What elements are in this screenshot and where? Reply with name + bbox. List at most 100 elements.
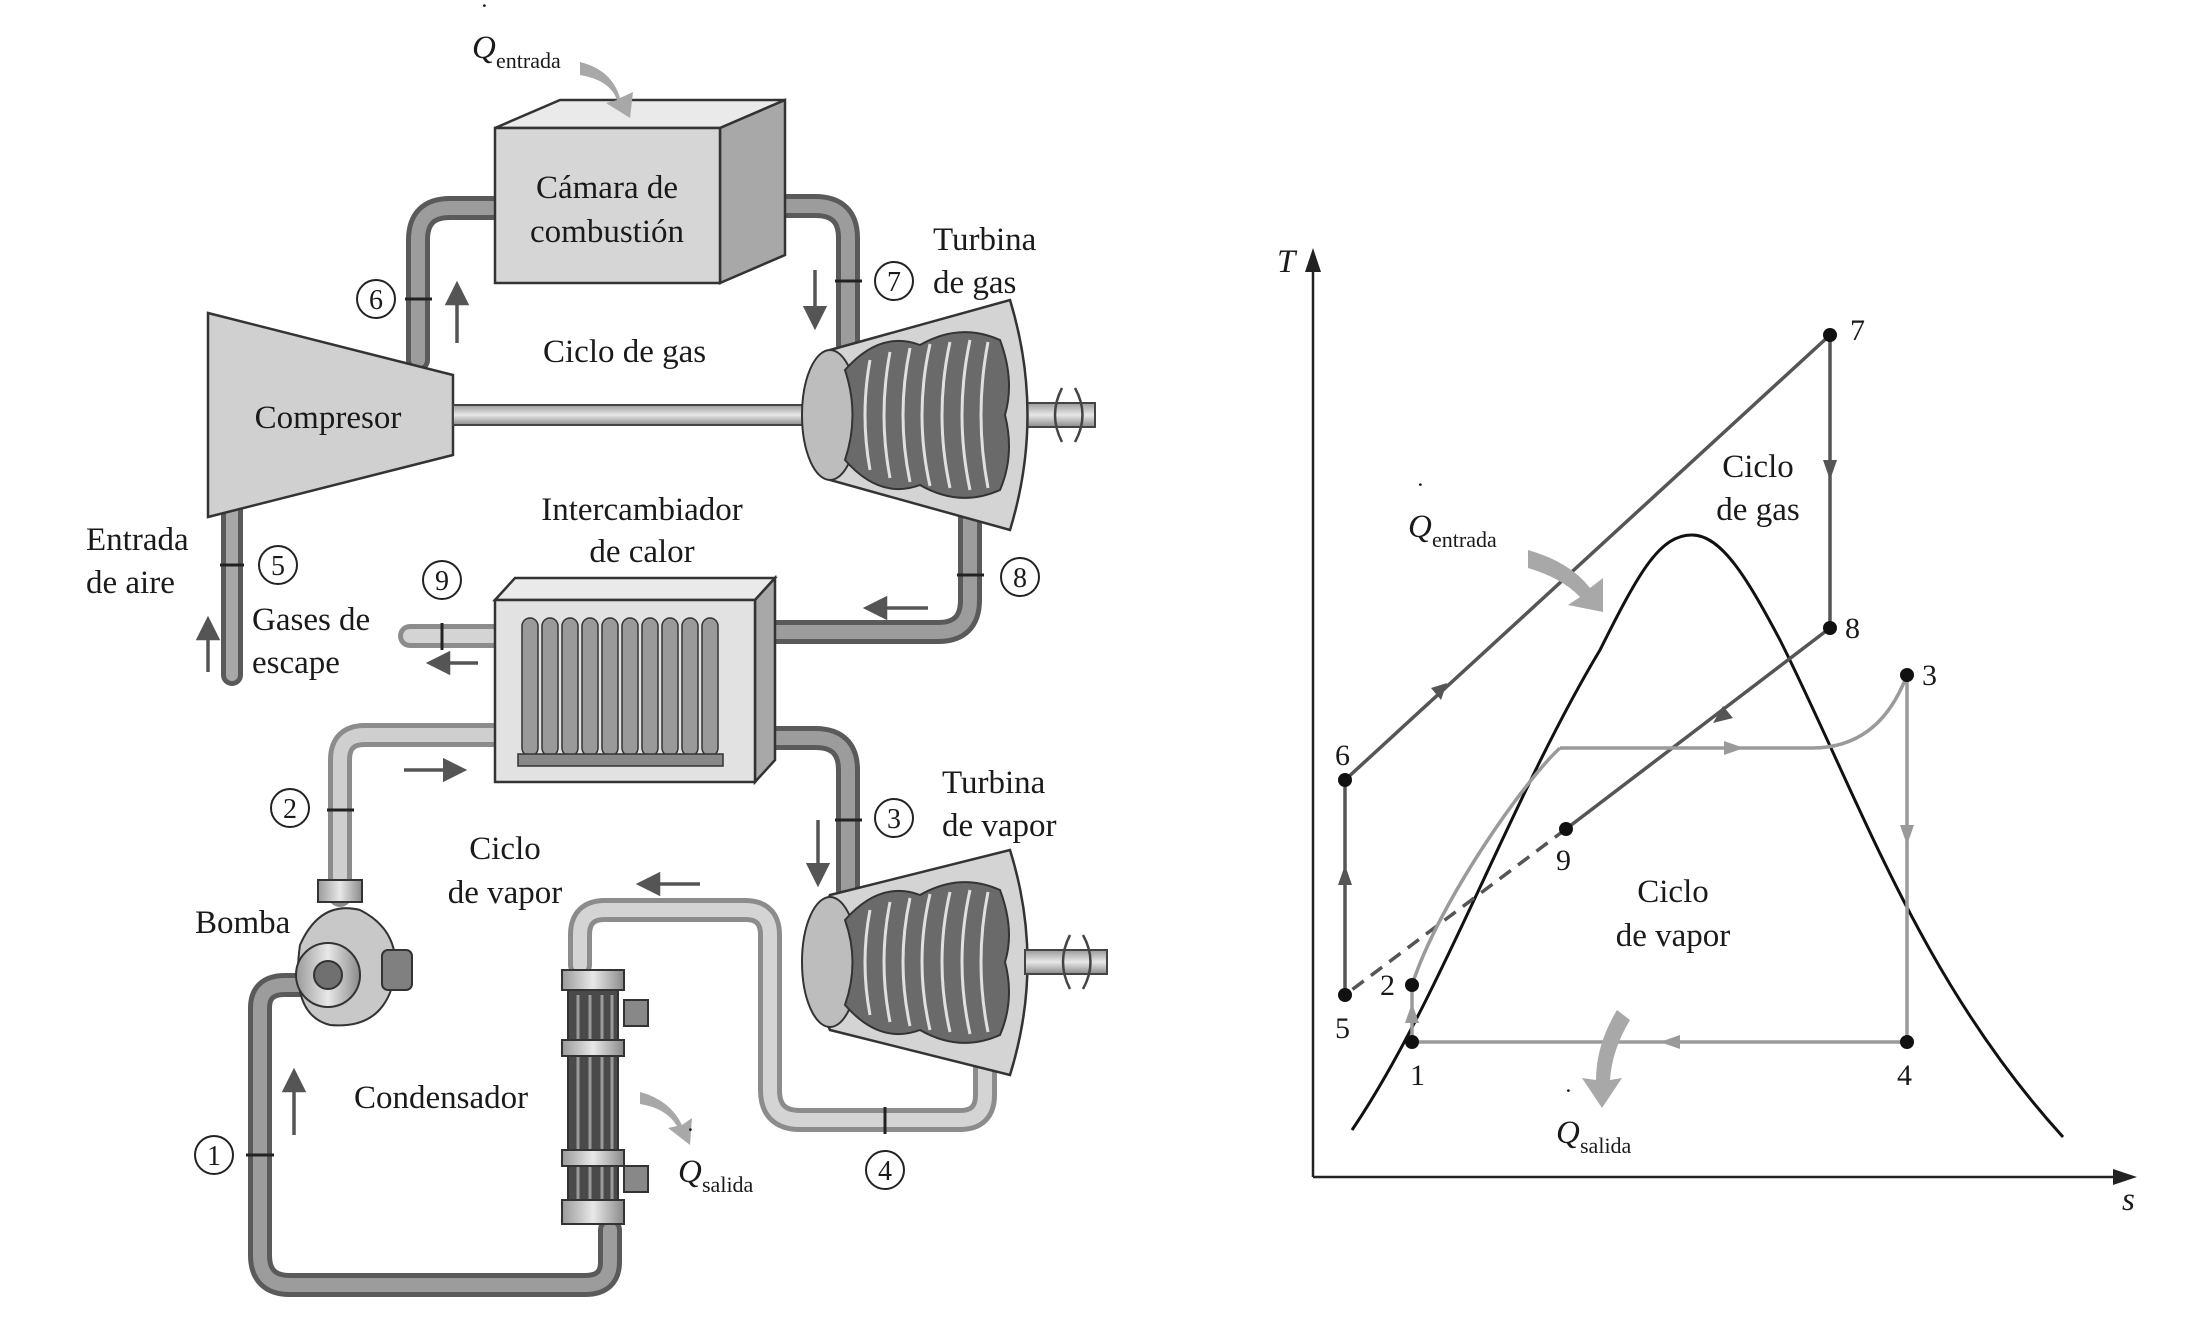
ts-point-8 bbox=[1823, 621, 1837, 635]
q-out-dot: ˙ bbox=[686, 1123, 695, 1152]
ts-points bbox=[1338, 328, 1914, 1049]
ts-q-out-subscript: salida bbox=[1580, 1133, 1632, 1158]
ts-label-7: 7 bbox=[1850, 314, 1865, 347]
ts-label-4: 4 bbox=[1897, 1059, 1912, 1092]
ts-label-1: 1 bbox=[1410, 1059, 1425, 1092]
ts-label-8: 8 bbox=[1845, 612, 1860, 645]
ts-gas-cycle-label-1: Ciclo bbox=[1722, 449, 1794, 485]
state-8: 8 bbox=[1013, 563, 1027, 594]
pump bbox=[295, 879, 413, 1027]
t-axis-label: T bbox=[1277, 244, 1298, 280]
ts-cycle-arrows bbox=[1338, 460, 1914, 1049]
flow-arrows bbox=[195, 270, 928, 1135]
ts-label-9: 9 bbox=[1556, 844, 1571, 877]
state-2: 2 bbox=[283, 794, 297, 825]
pipe-turbine-to-hx bbox=[758, 503, 982, 644]
ts-axes bbox=[1311, 262, 2120, 1179]
state-7: 7 bbox=[887, 267, 901, 298]
steam-turbine-rotation-icon bbox=[1061, 934, 1092, 990]
steam-pipes bbox=[328, 624, 997, 1132]
steam-turbine bbox=[801, 848, 1108, 1077]
gas-turbine-label-2: de gas bbox=[933, 265, 1016, 301]
ts-label-2: 2 bbox=[1380, 969, 1395, 1002]
ts-label-5: 5 bbox=[1335, 1012, 1350, 1045]
exhaust-label-2: escape bbox=[252, 645, 340, 681]
heat-exchanger-label-1: Intercambiador bbox=[541, 492, 743, 528]
steam-turbine-label-2: de vapor bbox=[942, 808, 1057, 844]
q-in-subscript: entrada bbox=[496, 48, 561, 73]
pipe-pump-to-hx bbox=[328, 723, 507, 907]
compressor-label: Compresor bbox=[255, 400, 402, 436]
combustion-chamber-label-2: combustión bbox=[530, 214, 684, 250]
compressor: Compresor bbox=[206, 311, 455, 519]
gas-pipes bbox=[221, 194, 982, 1297]
pipe-condenser-to-pump-core bbox=[253, 978, 617, 1292]
pipe-turbine-to-hx-core bbox=[763, 508, 977, 639]
schematic-labels: Q ˙ entrada Turbina de gas Ciclo de gas … bbox=[86, 0, 1057, 1197]
q-out-subscript: salida bbox=[702, 1172, 754, 1197]
heat-in-arrow bbox=[580, 62, 633, 118]
steam-cycle-path bbox=[1410, 674, 1909, 1044]
pipe-combustor-to-turbine-core bbox=[733, 199, 855, 352]
gas-cycle-label: Ciclo de gas bbox=[543, 334, 706, 370]
gas-turbine-rotation-icon bbox=[1053, 387, 1084, 443]
steam-turbine-label-1: Turbina bbox=[942, 765, 1046, 801]
steam-cycle-label-2: de vapor bbox=[448, 875, 563, 911]
heat-out-arrow bbox=[640, 1092, 692, 1145]
pipe-condenser-to-pump bbox=[248, 973, 622, 1297]
state-circles bbox=[194, 261, 1040, 1190]
air-inlet-label-1: Entrada bbox=[86, 522, 189, 558]
q-out-symbol: Q bbox=[678, 1154, 702, 1190]
pipe-hx-to-steam-turbine bbox=[758, 726, 860, 902]
ts-steam-cycle-label-2: de vapor bbox=[1616, 918, 1731, 954]
pipe-compressor-to-combustor-core bbox=[411, 201, 502, 367]
heat-exchanger bbox=[492, 574, 778, 786]
gas-cycle-path bbox=[1343, 333, 1832, 997]
ts-diagram: T s bbox=[1277, 244, 2137, 1218]
state-4: 4 bbox=[878, 1156, 892, 1187]
ts-q-in-subscript: entrada bbox=[1432, 527, 1497, 552]
state-ticks bbox=[220, 279, 984, 1157]
combustion-chamber: Cámara de combustión bbox=[493, 98, 787, 285]
plant-schematic: Cámara de combustión Compresor bbox=[86, 0, 1108, 1297]
q-in-symbol: Q bbox=[472, 30, 496, 66]
ts-q-out-symbol: Q bbox=[1556, 1115, 1580, 1151]
state-3: 3 bbox=[887, 804, 901, 835]
ts-heat-out-arrow bbox=[1582, 1010, 1630, 1108]
pipe-steam-turbine-to-condenser-core bbox=[573, 903, 992, 1127]
gas-turbine-shaft bbox=[452, 404, 829, 426]
state-5: 5 bbox=[271, 551, 285, 582]
pump-label: Bomba bbox=[195, 905, 291, 941]
state-6: 6 bbox=[369, 285, 383, 316]
ts-point-4 bbox=[1900, 1035, 1914, 1049]
ts-point-5 bbox=[1338, 988, 1352, 1002]
s-axis-label: s bbox=[2122, 1182, 2135, 1218]
state-numbers: 6 7 8 5 9 2 3 4 1 bbox=[207, 267, 1027, 1187]
saturation-dome bbox=[1350, 533, 2065, 1139]
ts-point-labels: 1 2 3 4 5 6 7 8 9 bbox=[1335, 314, 1937, 1092]
state-9: 9 bbox=[435, 566, 449, 597]
pipe-pump-to-hx-core bbox=[333, 728, 502, 902]
gas-turbine-label-1: Turbina bbox=[933, 222, 1037, 258]
q-in-dot: ˙ bbox=[480, 0, 489, 28]
pipe-hx-to-steam-turbine-core bbox=[763, 731, 855, 897]
ts-point-6 bbox=[1338, 773, 1352, 787]
ts-label-6: 6 bbox=[1335, 739, 1350, 772]
ts-point-2 bbox=[1405, 978, 1419, 992]
t-axis-arrowhead bbox=[1305, 248, 1321, 272]
condenser bbox=[561, 969, 649, 1225]
state-1: 1 bbox=[207, 1141, 221, 1172]
ts-point-1 bbox=[1405, 1035, 1419, 1049]
ts-heat-in-arrow bbox=[1528, 550, 1603, 612]
gas-turbine bbox=[801, 298, 1029, 532]
ts-q-out-dot: ˙ bbox=[1564, 1084, 1573, 1113]
ts-gas-cycle-label-2: de gas bbox=[1716, 492, 1799, 528]
ts-steam-cycle-label-1: Ciclo bbox=[1637, 874, 1709, 910]
s-axis-arrowhead bbox=[2113, 1169, 2137, 1185]
ts-point-3 bbox=[1900, 668, 1914, 682]
combustion-chamber-label-1: Cámara de bbox=[536, 170, 678, 206]
exhaust-label-1: Gases de bbox=[252, 602, 370, 638]
ts-point-9 bbox=[1559, 822, 1573, 836]
